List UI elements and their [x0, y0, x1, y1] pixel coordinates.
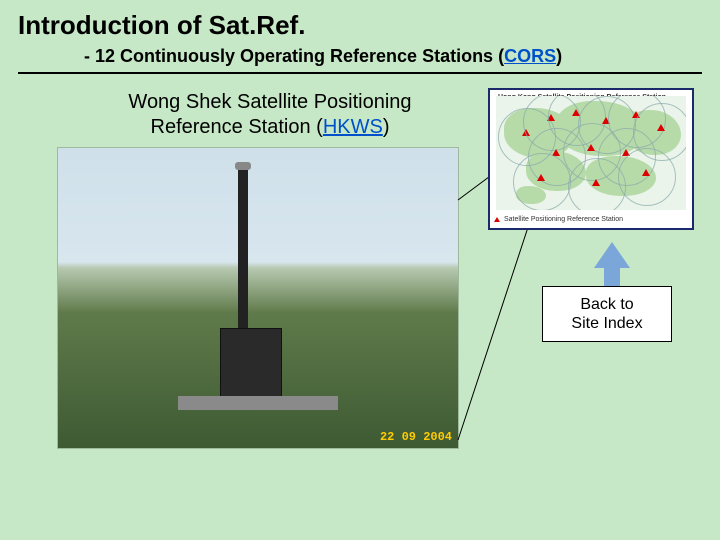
subtitle-prefix: - 12 Continuously Operating Reference St…: [84, 46, 504, 66]
back-to-site-index-button[interactable]: Back to Site Index: [542, 286, 672, 342]
arrow-stem: [604, 266, 620, 286]
map-canvas: [496, 96, 686, 210]
photo-date-stamp: 22 09 2004: [380, 430, 452, 444]
station-marker-icon[interactable]: [592, 179, 600, 186]
coverage-circle: [618, 148, 676, 206]
legend-label: Satellite Positioning Reference Station: [504, 216, 623, 223]
site-index-map[interactable]: Hong Kong Satellite Positioning Referenc…: [488, 88, 694, 230]
station-line2-suffix: ): [383, 116, 390, 138]
station-line2-prefix: Reference Station (: [151, 116, 323, 138]
subtitle: - 12 Continuously Operating Reference St…: [84, 46, 562, 67]
map-legend: Satellite Positioning Reference Station: [494, 212, 688, 226]
station-marker-icon[interactable]: [657, 124, 665, 131]
station-marker-icon[interactable]: [537, 174, 545, 181]
legend-marker-icon: [494, 217, 500, 222]
equipment-cabinet: [220, 328, 282, 400]
station-marker-icon[interactable]: [587, 144, 595, 151]
button-line2: Site Index: [571, 315, 642, 332]
antenna-icon: [238, 168, 248, 328]
station-heading: Wong Shek Satellite Positioning Referenc…: [90, 90, 450, 140]
arrow-up-icon: [594, 242, 630, 268]
platform: [178, 396, 338, 410]
button-line1: Back to: [580, 296, 633, 313]
station-line1: Wong Shek Satellite Positioning: [128, 91, 411, 113]
coverage-circle: [513, 153, 571, 210]
divider: [18, 72, 702, 74]
hkws-link[interactable]: HKWS: [323, 116, 383, 138]
cors-link[interactable]: CORS: [504, 46, 556, 66]
station-marker-icon[interactable]: [642, 169, 650, 176]
page-title: Introduction of Sat.Ref.: [18, 10, 305, 41]
station-photo: 22 09 2004: [58, 148, 458, 448]
subtitle-suffix: ): [556, 46, 562, 66]
